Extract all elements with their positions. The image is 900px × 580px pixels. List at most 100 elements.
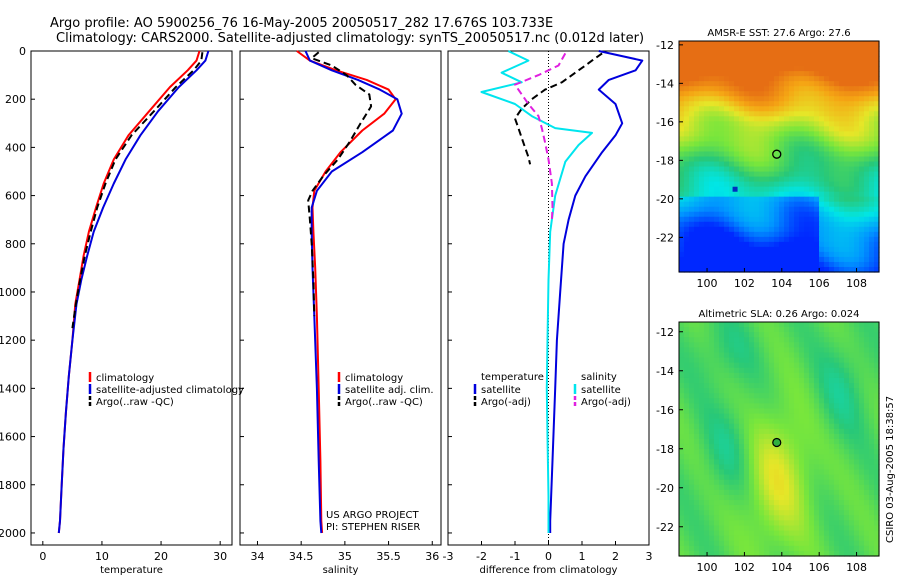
- map-cell: [814, 126, 820, 132]
- map-cell: [684, 156, 690, 163]
- map-cell: [814, 535, 820, 542]
- map-cell: [784, 116, 790, 122]
- map-cell: [874, 388, 880, 394]
- map-cell: [754, 377, 760, 384]
- map-cell: [749, 161, 755, 168]
- map-cell: [794, 408, 800, 415]
- map-cell: [744, 231, 750, 238]
- map-cell: [824, 181, 830, 188]
- map-cell: [744, 362, 750, 369]
- map-cell: [774, 347, 780, 354]
- map-cell: [859, 171, 865, 178]
- map-cell: [699, 525, 705, 532]
- map-cell: [729, 121, 735, 127]
- map-cell: [849, 449, 855, 455]
- map-cell: [684, 500, 690, 506]
- map-cell: [864, 161, 870, 168]
- map-cell: [794, 352, 800, 359]
- map-cell: [834, 111, 840, 117]
- map-cell: [779, 459, 785, 466]
- map-cell: [739, 540, 745, 547]
- map-cell: [689, 221, 695, 228]
- map-cell: [839, 332, 845, 338]
- map-cell: [734, 525, 740, 532]
- map-cell: [834, 256, 840, 263]
- map-cell: [709, 176, 715, 183]
- map-cell: [779, 251, 785, 258]
- map-cell: [744, 388, 750, 394]
- map-cell: [699, 505, 705, 511]
- map-cell: [694, 398, 700, 404]
- map-cell: [764, 221, 770, 228]
- map-cell: [804, 101, 810, 107]
- map-cell: [834, 266, 840, 273]
- map-cell: [689, 226, 695, 233]
- map-cell: [734, 116, 740, 122]
- map-cell: [789, 459, 795, 466]
- map-cell: [834, 56, 840, 62]
- map-cell: [754, 191, 760, 198]
- map-cell: [864, 347, 870, 354]
- map-cell: [679, 261, 685, 268]
- map-cell: [809, 413, 815, 420]
- map-cell: [694, 136, 700, 143]
- map-cell: [739, 342, 745, 349]
- map-cell: [854, 322, 860, 328]
- map-cell: [799, 510, 805, 516]
- map-cell: [824, 433, 830, 440]
- map-cell: [749, 530, 755, 537]
- map-cell: [839, 56, 845, 62]
- map-cell: [809, 469, 815, 476]
- map-cell: [774, 196, 780, 203]
- map-cell: [719, 337, 725, 343]
- map-cell: [764, 520, 770, 527]
- map-cell: [689, 266, 695, 273]
- map-cell: [729, 337, 735, 343]
- map-cell: [829, 216, 835, 223]
- map-cell: [784, 347, 790, 354]
- map-cell: [874, 413, 880, 420]
- map-cell: [694, 322, 700, 328]
- map-cell: [709, 76, 715, 82]
- map-cell: [794, 545, 800, 552]
- map-cell: [699, 489, 705, 496]
- map-cell: [684, 116, 690, 122]
- map-cell: [864, 469, 870, 476]
- map-cell: [774, 362, 780, 369]
- map-cell: [754, 459, 760, 466]
- map-cell: [739, 156, 745, 163]
- map-cell: [844, 515, 850, 521]
- map-cell: [804, 81, 810, 87]
- map-cell: [849, 489, 855, 496]
- map-cell: [869, 161, 875, 168]
- map-cell: [704, 342, 710, 349]
- map-cell: [734, 383, 740, 389]
- map-cell: [699, 96, 705, 102]
- map-cell: [739, 332, 745, 338]
- map-cell: [754, 231, 760, 238]
- map-cell: [809, 106, 815, 112]
- map-cell: [704, 489, 710, 496]
- map-cell: [789, 71, 795, 77]
- map-cell: [684, 332, 690, 338]
- map-cell: [794, 489, 800, 496]
- map-cell: [729, 403, 735, 410]
- map-cell: [679, 464, 685, 471]
- map-cell: [804, 246, 810, 253]
- map-cell: [789, 444, 795, 450]
- map-cell: [839, 136, 845, 143]
- map-cell: [749, 176, 755, 183]
- map-cell: [759, 408, 765, 415]
- map-cell: [859, 236, 865, 243]
- map-cell: [799, 226, 805, 233]
- map-cell: [794, 520, 800, 527]
- map-cell: [809, 161, 815, 168]
- map-cell: [834, 459, 840, 466]
- map-cell: [874, 121, 880, 127]
- map-cell: [709, 91, 715, 97]
- map-cell: [839, 71, 845, 77]
- map-cell: [874, 71, 880, 77]
- map-cell: [849, 181, 855, 188]
- map-cell: [749, 111, 755, 117]
- map-cell: [844, 342, 850, 349]
